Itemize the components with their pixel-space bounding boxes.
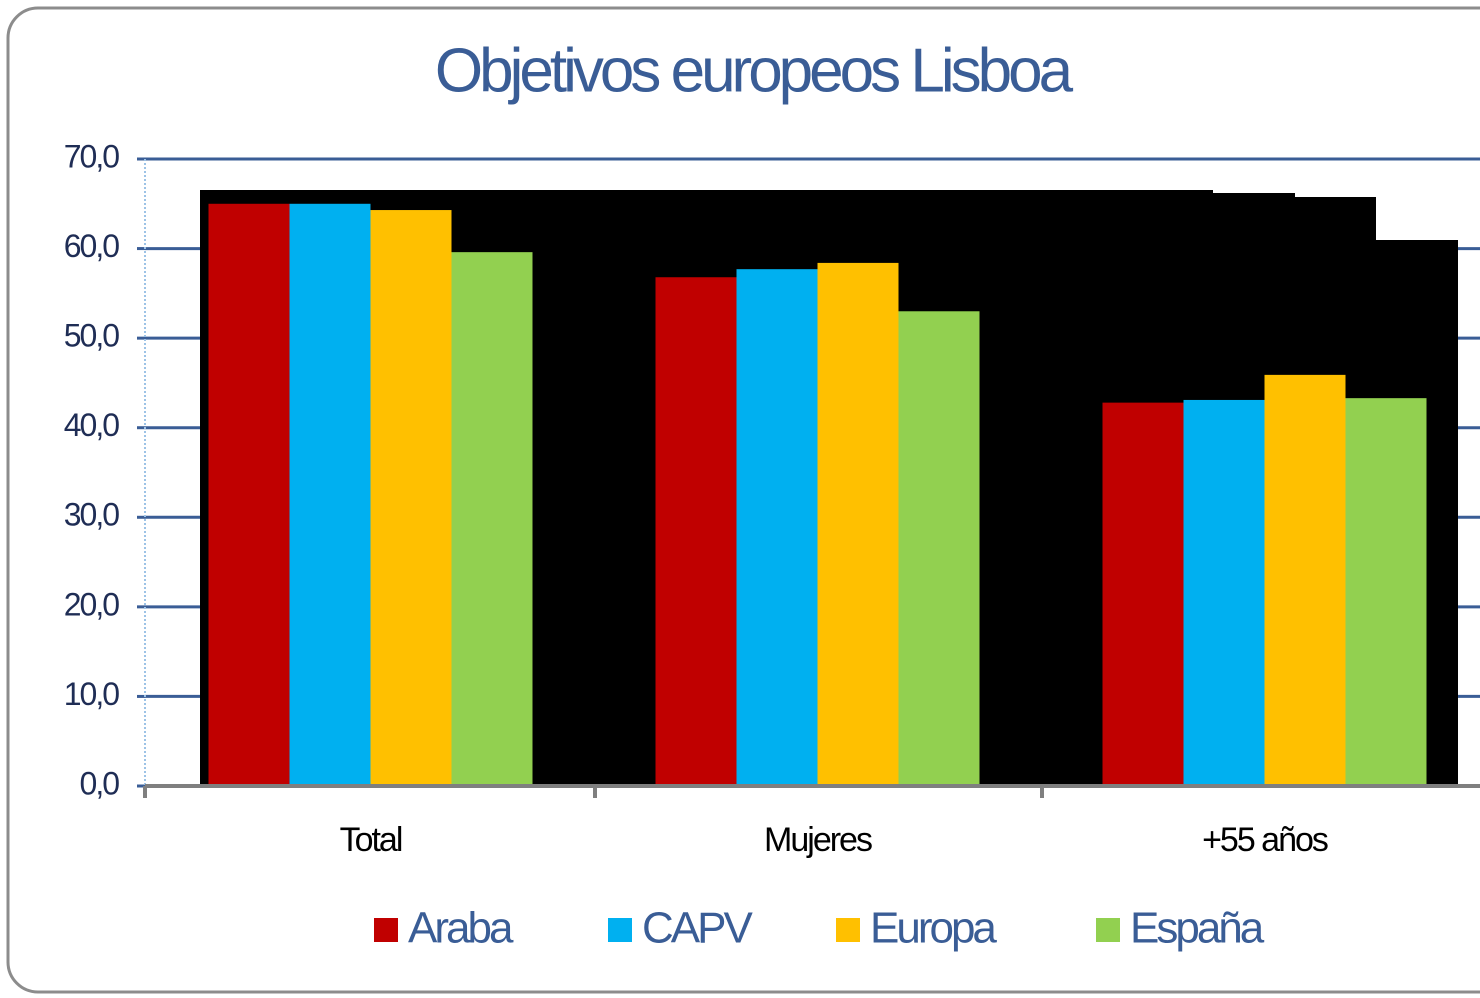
bar <box>817 262 899 787</box>
legend-label: Europa <box>870 904 997 953</box>
y-tick-label: 20,0 <box>64 586 119 622</box>
y-tick-label: 30,0 <box>64 497 119 533</box>
y-tick-label: 0,0 <box>80 765 120 801</box>
y-tick-label: 40,0 <box>64 407 119 443</box>
bar <box>370 210 452 786</box>
x-tick-label: Total <box>340 821 402 859</box>
bar <box>208 203 290 787</box>
bar <box>655 277 737 786</box>
chart-title: Objetivos europeos Lisboa <box>435 36 1074 105</box>
legend-swatch <box>836 918 860 942</box>
legend-label: CAPV <box>642 904 753 953</box>
legend-swatch <box>1096 918 1120 942</box>
bar <box>451 252 533 786</box>
legend-swatch <box>608 918 632 942</box>
x-tick-label: +55 años <box>1202 821 1328 859</box>
y-tick-label: 60,0 <box>64 228 119 264</box>
bar <box>1345 398 1427 786</box>
y-tick-label: 70,0 <box>64 138 119 174</box>
bar <box>898 311 980 786</box>
bar <box>736 269 818 786</box>
bar <box>1183 399 1265 786</box>
x-tick-label: Mujeres <box>764 821 872 859</box>
bar <box>1102 402 1184 786</box>
legend-label: Araba <box>408 904 514 953</box>
bar <box>1264 374 1346 786</box>
y-tick-label: 10,0 <box>64 676 119 712</box>
legend-label: España <box>1130 904 1265 953</box>
bar <box>289 203 371 787</box>
legend-swatch <box>374 918 398 942</box>
y-tick-label: 50,0 <box>64 318 119 354</box>
